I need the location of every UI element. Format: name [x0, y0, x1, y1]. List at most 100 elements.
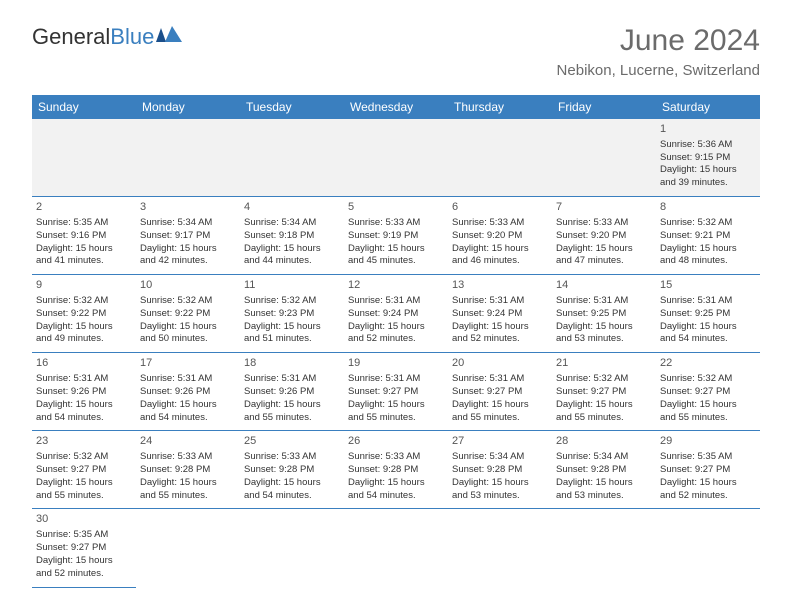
calendar-row: 9Sunrise: 5:32 AMSunset: 9:22 PMDaylight…: [32, 275, 760, 353]
calendar-cell: 9Sunrise: 5:32 AMSunset: 9:22 PMDaylight…: [32, 275, 136, 353]
calendar-cell: 18Sunrise: 5:31 AMSunset: 9:26 PMDayligh…: [240, 353, 344, 431]
daylight-text: Daylight: 15 hours: [348, 399, 444, 412]
day-number: 28: [556, 434, 652, 449]
sunset-text: Sunset: 9:18 PM: [244, 230, 340, 243]
daylight-text: Daylight: 15 hours: [660, 321, 756, 334]
daylight-text: Daylight: 15 hours: [36, 477, 132, 490]
daylight-text: and 55 minutes.: [244, 412, 340, 425]
day-number: 20: [452, 356, 548, 371]
calendar-cell: 19Sunrise: 5:31 AMSunset: 9:27 PMDayligh…: [344, 353, 448, 431]
sunset-text: Sunset: 9:20 PM: [452, 230, 548, 243]
sunset-text: Sunset: 9:27 PM: [36, 464, 132, 477]
day-number: 15: [660, 278, 756, 293]
day-number: 9: [36, 278, 132, 293]
calendar-cell: 7Sunrise: 5:33 AMSunset: 9:20 PMDaylight…: [552, 197, 656, 275]
daylight-text: Daylight: 15 hours: [36, 399, 132, 412]
daylight-text: Daylight: 15 hours: [660, 477, 756, 490]
daylight-text: and 55 minutes.: [660, 412, 756, 425]
sunset-text: Sunset: 9:28 PM: [244, 464, 340, 477]
day-number: 22: [660, 356, 756, 371]
day-header: Thursday: [448, 95, 552, 119]
sunrise-text: Sunrise: 5:31 AM: [244, 373, 340, 386]
daylight-text: Daylight: 15 hours: [140, 321, 236, 334]
calendar-cell: [240, 119, 344, 197]
day-header: Sunday: [32, 95, 136, 119]
calendar-cell: 26Sunrise: 5:33 AMSunset: 9:28 PMDayligh…: [344, 431, 448, 509]
day-header-row: Sunday Monday Tuesday Wednesday Thursday…: [32, 95, 760, 119]
daylight-text: and 55 minutes.: [348, 412, 444, 425]
daylight-text: Daylight: 15 hours: [660, 399, 756, 412]
location: Nebikon, Lucerne, Switzerland: [557, 62, 760, 79]
day-number: 26: [348, 434, 444, 449]
sunrise-text: Sunrise: 5:31 AM: [452, 295, 548, 308]
day-number: 16: [36, 356, 132, 371]
page-title: June 2024: [557, 24, 760, 58]
sunset-text: Sunset: 9:27 PM: [660, 464, 756, 477]
day-number: 6: [452, 200, 548, 215]
daylight-text: and 54 minutes.: [244, 490, 340, 503]
calendar-cell: 12Sunrise: 5:31 AMSunset: 9:24 PMDayligh…: [344, 275, 448, 353]
daylight-text: and 52 minutes.: [660, 490, 756, 503]
daylight-text: Daylight: 15 hours: [452, 477, 548, 490]
calendar-cell: [136, 509, 240, 587]
title-block: June 2024 Nebikon, Lucerne, Switzerland: [557, 24, 760, 79]
calendar-cell: 17Sunrise: 5:31 AMSunset: 9:26 PMDayligh…: [136, 353, 240, 431]
daylight-text: Daylight: 15 hours: [348, 243, 444, 256]
sunset-text: Sunset: 9:28 PM: [140, 464, 236, 477]
daylight-text: and 52 minutes.: [348, 333, 444, 346]
daylight-text: and 45 minutes.: [348, 255, 444, 268]
sunrise-text: Sunrise: 5:34 AM: [556, 451, 652, 464]
daylight-text: and 48 minutes.: [660, 255, 756, 268]
calendar-row: 30Sunrise: 5:35 AMSunset: 9:27 PMDayligh…: [32, 509, 760, 587]
sunrise-text: Sunrise: 5:34 AM: [452, 451, 548, 464]
daylight-text: and 52 minutes.: [452, 333, 548, 346]
day-number: 2: [36, 200, 132, 215]
logo-text-1: General: [32, 24, 110, 50]
day-number: 21: [556, 356, 652, 371]
calendar-cell: 25Sunrise: 5:33 AMSunset: 9:28 PMDayligh…: [240, 431, 344, 509]
sunrise-text: Sunrise: 5:32 AM: [660, 217, 756, 230]
day-header: Wednesday: [344, 95, 448, 119]
day-number: 13: [452, 278, 548, 293]
calendar-cell: 22Sunrise: 5:32 AMSunset: 9:27 PMDayligh…: [656, 353, 760, 431]
day-number: 24: [140, 434, 236, 449]
daylight-text: Daylight: 15 hours: [244, 243, 340, 256]
day-number: 8: [660, 200, 756, 215]
sunrise-text: Sunrise: 5:33 AM: [140, 451, 236, 464]
calendar-cell: [552, 509, 656, 587]
calendar-cell: 11Sunrise: 5:32 AMSunset: 9:23 PMDayligh…: [240, 275, 344, 353]
calendar-cell: 20Sunrise: 5:31 AMSunset: 9:27 PMDayligh…: [448, 353, 552, 431]
day-number: 30: [36, 512, 132, 527]
sunset-text: Sunset: 9:19 PM: [348, 230, 444, 243]
calendar-cell: [448, 119, 552, 197]
daylight-text: and 51 minutes.: [244, 333, 340, 346]
calendar-cell: 15Sunrise: 5:31 AMSunset: 9:25 PMDayligh…: [656, 275, 760, 353]
calendar-cell: [656, 509, 760, 587]
calendar-cell: 5Sunrise: 5:33 AMSunset: 9:19 PMDaylight…: [344, 197, 448, 275]
calendar-cell: 10Sunrise: 5:32 AMSunset: 9:22 PMDayligh…: [136, 275, 240, 353]
day-number: 4: [244, 200, 340, 215]
day-number: 3: [140, 200, 236, 215]
daylight-text: and 53 minutes.: [556, 490, 652, 503]
daylight-text: and 54 minutes.: [660, 333, 756, 346]
flag-icon: [156, 24, 182, 50]
daylight-text: and 55 minutes.: [452, 412, 548, 425]
sunset-text: Sunset: 9:16 PM: [36, 230, 132, 243]
daylight-text: and 41 minutes.: [36, 255, 132, 268]
sunrise-text: Sunrise: 5:31 AM: [452, 373, 548, 386]
calendar-cell: 30Sunrise: 5:35 AMSunset: 9:27 PMDayligh…: [32, 509, 136, 587]
daylight-text: and 54 minutes.: [140, 412, 236, 425]
sunrise-text: Sunrise: 5:31 AM: [348, 295, 444, 308]
sunset-text: Sunset: 9:26 PM: [36, 386, 132, 399]
daylight-text: Daylight: 15 hours: [660, 243, 756, 256]
daylight-text: Daylight: 15 hours: [452, 399, 548, 412]
daylight-text: Daylight: 15 hours: [244, 399, 340, 412]
sunrise-text: Sunrise: 5:33 AM: [244, 451, 340, 464]
daylight-text: and 50 minutes.: [140, 333, 236, 346]
sunrise-text: Sunrise: 5:33 AM: [348, 217, 444, 230]
sunset-text: Sunset: 9:28 PM: [556, 464, 652, 477]
daylight-text: and 49 minutes.: [36, 333, 132, 346]
day-number: 12: [348, 278, 444, 293]
daylight-text: Daylight: 15 hours: [140, 399, 236, 412]
sunrise-text: Sunrise: 5:35 AM: [660, 451, 756, 464]
